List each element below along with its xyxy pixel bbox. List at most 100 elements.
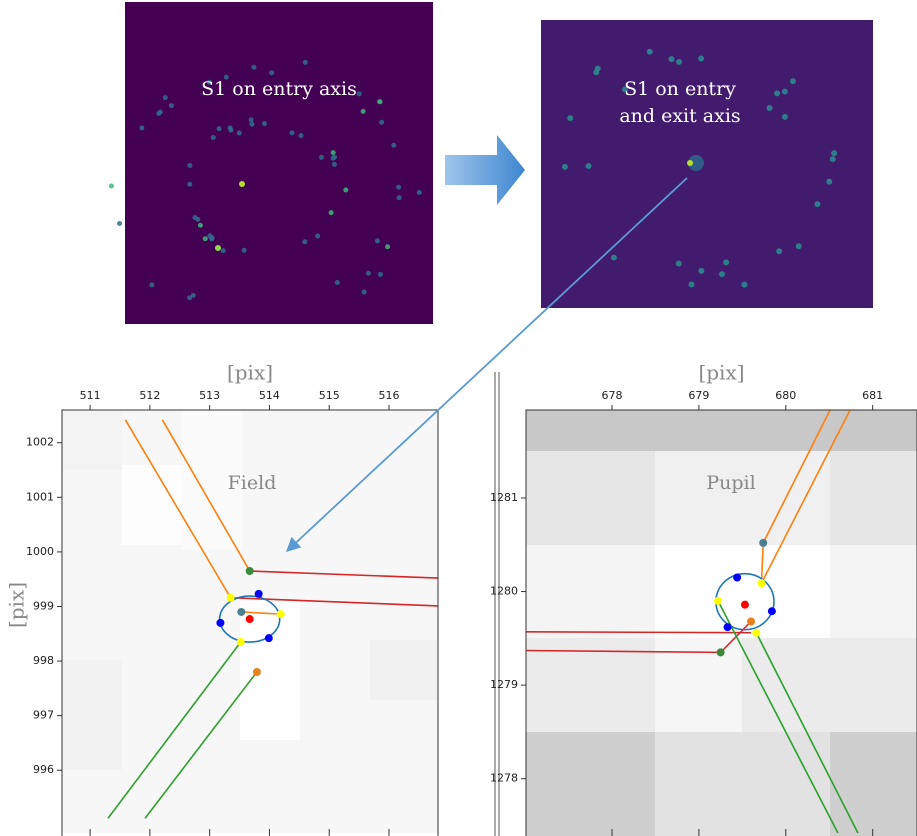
image-dot [331, 150, 336, 155]
image-dot [741, 282, 747, 288]
image-dot [117, 221, 122, 226]
image-dot [719, 271, 725, 277]
x-tick-label: 681 [862, 389, 883, 402]
image-dot [378, 99, 383, 104]
image-dot [378, 272, 383, 277]
image-dot [396, 185, 401, 190]
point [747, 618, 755, 626]
image-dot [163, 95, 168, 100]
pixel-cell [655, 732, 830, 836]
y-tick-label: 1001 [26, 490, 54, 503]
image-dot [826, 179, 832, 185]
image-dot [191, 293, 196, 298]
image-caption: S1 on entry [624, 78, 736, 100]
image-caption: S1 on entry axis [201, 78, 357, 100]
point [265, 634, 273, 642]
image-dot [249, 117, 254, 122]
image-dot [774, 90, 780, 96]
x-tick-label: 513 [199, 389, 220, 402]
image-dot [698, 55, 704, 61]
image-dot [776, 248, 782, 254]
image-dot [215, 245, 221, 251]
point [741, 601, 749, 609]
image-dot [831, 150, 837, 156]
image-dot [611, 255, 617, 261]
point [255, 590, 263, 598]
x-tick-label: 511 [80, 389, 101, 402]
x-tick-label: 512 [139, 389, 160, 402]
x-axis-label: [pix] [698, 361, 744, 385]
x-tick-label: 678 [602, 389, 623, 402]
image-dot [269, 70, 274, 75]
figure: S1 on entry axisS1 on entryand exit axis… [0, 0, 917, 836]
image-dot [366, 271, 371, 276]
image-dot [187, 182, 192, 187]
ray [526, 632, 751, 633]
image-dot [385, 244, 390, 249]
image-dot [375, 238, 380, 243]
image-dot [237, 130, 242, 135]
image-dot [209, 236, 214, 241]
point [246, 567, 254, 575]
image-dot [669, 56, 675, 62]
image-dot [698, 268, 704, 274]
image-dot [211, 135, 216, 140]
image-panel [541, 20, 873, 308]
image-dot [586, 163, 592, 169]
point [277, 610, 285, 618]
image-dot [249, 122, 254, 127]
image-dot [782, 114, 788, 120]
image-dot [676, 261, 682, 267]
y-tick-label: 997 [33, 709, 54, 722]
image-dot [187, 163, 192, 168]
point [759, 539, 767, 547]
image-dot [357, 91, 362, 96]
y-tick-label: 1278 [490, 772, 518, 785]
image-dot [397, 195, 402, 200]
image-dot [790, 78, 796, 84]
image-dot [289, 130, 294, 135]
point [757, 579, 765, 587]
image-dot [767, 105, 773, 111]
image-dot [217, 126, 222, 131]
y-tick-label: 1280 [490, 585, 518, 598]
image-dot [331, 156, 336, 161]
image-dot [149, 282, 154, 287]
point [752, 629, 760, 637]
image-dot [109, 184, 114, 189]
image-dot [158, 110, 163, 115]
x-tick-label: 680 [775, 389, 796, 402]
x-tick-label: 679 [688, 389, 709, 402]
image-dot [242, 248, 247, 253]
image-dot [567, 115, 573, 121]
y-axis-label: [pix] [5, 582, 29, 628]
annotation: Field [228, 472, 277, 494]
image-dot [343, 188, 348, 193]
point [227, 594, 235, 602]
point [237, 608, 245, 616]
image-dot [562, 164, 568, 170]
y-tick-label: 999 [33, 599, 54, 612]
image-dot [362, 290, 367, 295]
image-dot [228, 128, 233, 133]
annotation: Pupil [706, 472, 755, 494]
image-dot [315, 234, 320, 239]
image-dot [687, 160, 693, 166]
image-dot [329, 210, 334, 215]
image-dot [262, 121, 267, 126]
y-tick-label: 1281 [490, 491, 518, 504]
image-dot [796, 243, 802, 249]
y-tick-label: 1000 [26, 545, 54, 558]
image-dot [198, 223, 203, 228]
image-dot [332, 162, 337, 167]
image-dot [195, 217, 200, 222]
image-dot [319, 155, 324, 160]
image-dot [830, 156, 836, 162]
image-dot [302, 239, 307, 244]
y-tick-label: 1002 [26, 436, 54, 449]
image-dot [676, 59, 682, 65]
image-dot [723, 259, 729, 265]
point [237, 638, 245, 646]
image-dot [379, 120, 384, 125]
